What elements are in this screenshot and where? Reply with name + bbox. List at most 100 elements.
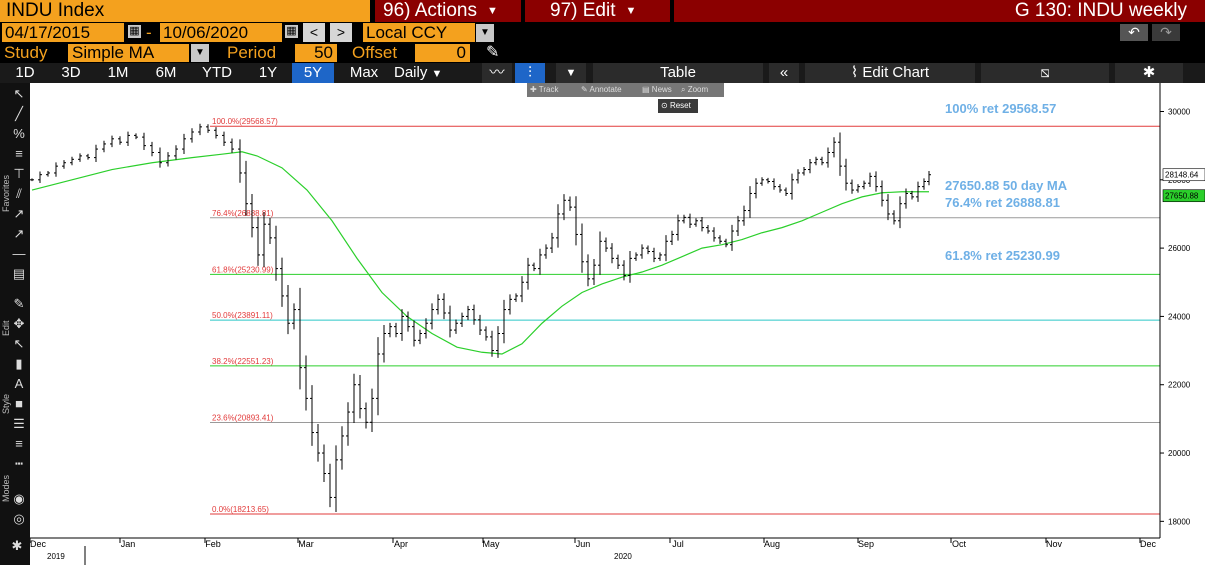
range-1y[interactable]: 1Y xyxy=(258,64,278,81)
reset-label: Reset xyxy=(669,101,691,110)
fib-tool-icon[interactable]: ≡ xyxy=(15,146,23,161)
moving-average-line xyxy=(31,151,930,355)
actions-menu-label: 96) Actions xyxy=(383,0,477,22)
x-tick-label: Dec xyxy=(30,539,46,549)
period-field[interactable]: 50 xyxy=(295,44,337,62)
range-6m[interactable]: 6M xyxy=(155,64,177,81)
line-style-icon[interactable]: ☰ xyxy=(13,416,25,431)
percent-tool-icon[interactable]: % xyxy=(13,126,25,141)
trash-icon[interactable]: ▮ xyxy=(15,356,23,371)
dash-style-icon[interactable]: ┅ xyxy=(15,456,23,471)
table-button[interactable]: Table xyxy=(593,63,763,83)
redo-icon[interactable]: ↷ xyxy=(1152,24,1180,41)
edit-chart-button[interactable]: ⌇ Edit Chart xyxy=(805,63,975,83)
collapse-left-icon[interactable]: « xyxy=(769,63,799,83)
mode-alt-icon[interactable]: ◎ xyxy=(13,511,25,526)
mode-icon[interactable]: ◉ xyxy=(13,491,25,506)
fib-level-label: 23.6%(20893.41) xyxy=(212,414,274,423)
news-label: News xyxy=(651,85,672,94)
calendar-icon[interactable]: ▦ xyxy=(285,25,298,38)
settings-icon[interactable]: ✱ xyxy=(1115,63,1183,83)
cursor-icon[interactable]: ↖ xyxy=(13,86,25,101)
prev-period-button[interactable]: < xyxy=(303,23,325,42)
text-style-icon[interactable]: A xyxy=(14,376,24,391)
x-tick-label: Jan xyxy=(121,539,136,549)
price-chart[interactable]: 100.0%(29568.57) 76.4%(26888.81) 61.8%(252… xyxy=(30,83,1205,565)
pen-tool-icon[interactable]: ✎ xyxy=(13,296,25,311)
offset-label: Offset xyxy=(352,43,398,62)
start-date-field[interactable]: 04/17/2015 xyxy=(2,23,124,42)
fib-level-label: 76.4%(26888.81) xyxy=(212,209,274,218)
reset-button[interactable]: ⊙ Reset xyxy=(658,99,698,113)
line-tool-icon[interactable]: ╱ xyxy=(15,106,23,121)
range-ytd[interactable]: YTD xyxy=(202,64,232,81)
range-3d[interactable]: 3D xyxy=(61,64,81,81)
edit-menu-label: 97) Edit xyxy=(550,0,616,22)
x-tick-label: Sep xyxy=(858,539,874,549)
favorites-label: Favorites xyxy=(1,174,11,212)
range-1d[interactable]: 1D xyxy=(15,64,35,81)
grid-tool-icon[interactable]: ▤ xyxy=(12,266,26,281)
next-period-button[interactable]: > xyxy=(330,23,352,42)
x-tick-label: Aug xyxy=(764,539,780,549)
chevron-down-icon: ▼ xyxy=(487,5,498,17)
currency-select[interactable]: Local CCY xyxy=(363,23,475,42)
annotate-tool[interactable]: ✎ Annotate xyxy=(578,83,642,97)
price-tag-label: 27650.88 xyxy=(1165,192,1199,201)
x-tick-label: Jun xyxy=(576,539,591,549)
range-1m[interactable]: 1M xyxy=(107,64,129,81)
security-title[interactable]: INDU Index xyxy=(0,0,370,22)
price-tag-label: 28148.64 xyxy=(1165,171,1199,180)
range-max[interactable]: Max xyxy=(349,64,379,81)
x-tick-label: Mar xyxy=(298,539,314,549)
edit-ruler-icon[interactable]: ⧅ xyxy=(981,63,1109,83)
date-separator: - xyxy=(146,23,152,42)
thickness-icon[interactable]: ≡ xyxy=(15,436,23,451)
offset-field[interactable]: 0 xyxy=(415,44,470,62)
fib-level-label: 50.0%(23891.11) xyxy=(212,311,273,320)
settings-icon[interactable]: ✱ xyxy=(11,538,23,553)
calendar-icon[interactable]: ▦ xyxy=(128,25,141,38)
bar-chart-icon[interactable]: ⫶ xyxy=(515,63,545,83)
fill-style-icon[interactable]: ■ xyxy=(15,396,23,411)
y-tick-label: 24000 xyxy=(1168,312,1191,321)
title-bar: INDU Index 96) Actions ▼ 97) Edit ▼ G 130:… xyxy=(0,0,1205,22)
y-tick-label: 18000 xyxy=(1168,517,1191,526)
actions-menu[interactable]: 96) Actions ▼ xyxy=(375,0,521,22)
y-tick-label: 22000 xyxy=(1168,381,1191,390)
study-label: Study xyxy=(4,43,48,62)
modes-label: Modes xyxy=(1,474,11,502)
x-tick-label: Apr xyxy=(394,539,408,549)
track-label: Track xyxy=(538,85,559,94)
x-tick-label: Nov xyxy=(1046,539,1063,549)
ray-tool-icon[interactable]: ↗ xyxy=(13,206,25,221)
range-bar: 1D 3D 1M 6M YTD 1Y 5Y Max Daily ▼ 〰 ⫶ ▼ … xyxy=(0,63,1205,83)
chart-icon: ⌇ xyxy=(850,64,859,81)
zoom-tool[interactable]: ⌕ Zoom xyxy=(678,83,724,97)
edit-menu[interactable]: 97) Edit ▼ xyxy=(525,0,670,22)
frequency-label: Daily xyxy=(394,64,428,81)
range-5y[interactable]: 5Y xyxy=(292,63,334,83)
chevron-down-icon[interactable]: ▼ xyxy=(191,44,209,62)
line-chart-icon[interactable]: 〰 xyxy=(482,63,512,83)
track-icon: ✚ xyxy=(530,85,537,94)
frequency-select[interactable]: Daily ▼ xyxy=(394,63,474,83)
pointer-icon[interactable]: ↖ xyxy=(13,336,25,351)
channel-tool-icon[interactable]: ⫽ xyxy=(16,186,22,201)
study-bar: Study Simple MA ▼ Period 50 Offset 0 ✎ xyxy=(0,43,1205,63)
chevron-down-icon[interactable]: ▼ xyxy=(476,24,494,42)
news-tool[interactable]: ▤ News xyxy=(639,83,681,97)
move-icon[interactable]: ✥ xyxy=(13,316,25,331)
trend-tool-icon[interactable]: ⊤ xyxy=(13,166,25,181)
study-select[interactable]: Simple MA xyxy=(68,44,189,62)
arrow-tool-icon[interactable]: ↗ xyxy=(13,226,25,241)
chart-panel[interactable]: 100.0%(29568.57) 76.4%(26888.81) 61.8%(252… xyxy=(30,83,1205,565)
end-date-field[interactable]: 10/06/2020 xyxy=(160,23,282,42)
pencil-icon[interactable]: ✎ xyxy=(486,44,500,61)
plot-background xyxy=(30,83,1205,565)
undo-icon[interactable]: ↶ xyxy=(1120,24,1148,41)
track-tool[interactable]: ✚ Track xyxy=(527,83,581,97)
chart-annotation: 76.4% ret 26888.81 xyxy=(945,195,1060,210)
horizontal-line-icon[interactable]: — xyxy=(12,246,26,261)
chevron-down-icon[interactable]: ▼ xyxy=(556,63,586,83)
